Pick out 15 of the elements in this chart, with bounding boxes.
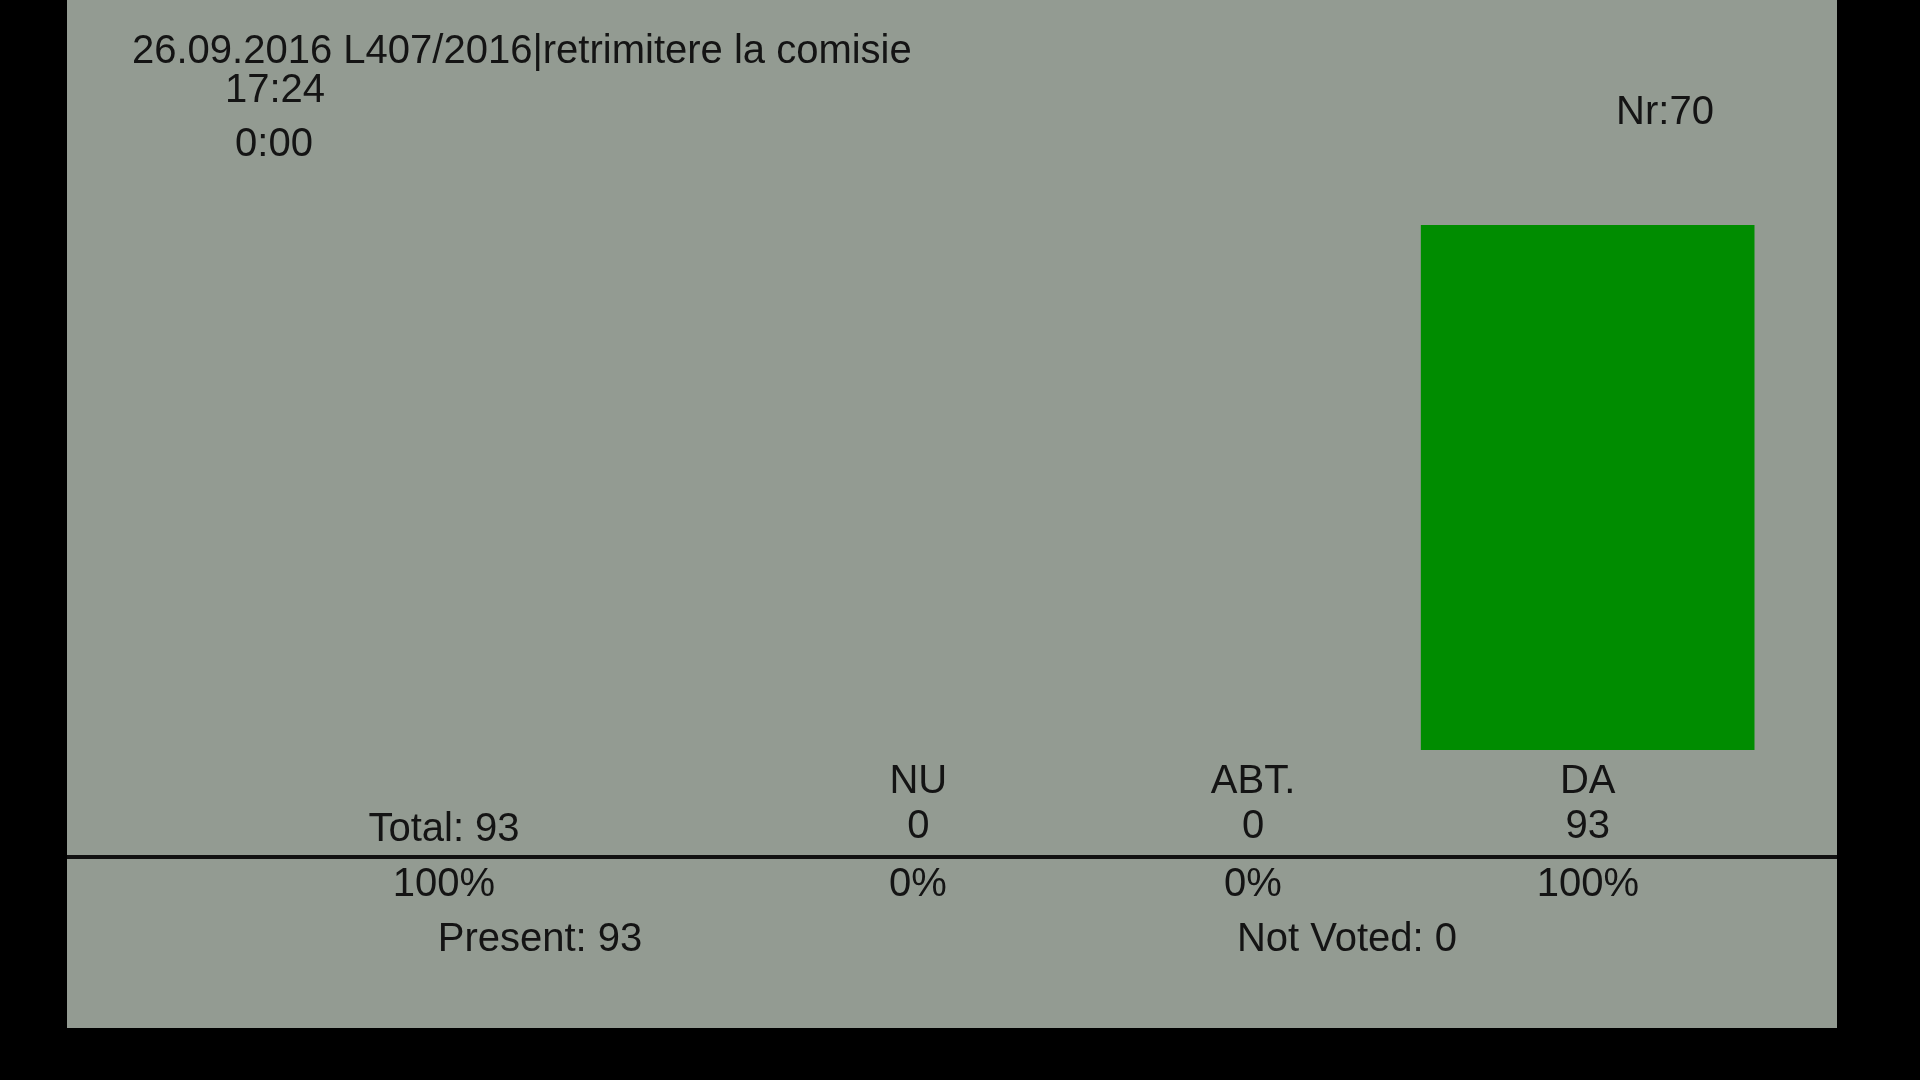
- text: Present: 93: [437, 914, 643, 960]
- data-label: 93: [1565, 802, 1610, 847]
- x-tick-label: ABT.: [1210, 757, 1296, 802]
- x-tick-label: NU: [889, 757, 948, 802]
- text: Not Voted: 0: [1236, 914, 1458, 960]
- text: 0%: [889, 859, 947, 905]
- text: Total: 93: [368, 804, 520, 850]
- text: Nr:70: [1616, 87, 1714, 133]
- text: 100%: [1536, 859, 1640, 905]
- x-tick-label: DA: [1559, 757, 1616, 802]
- data-label: 0: [1241, 802, 1265, 847]
- data-label: 0: [907, 802, 930, 847]
- text: 100%: [392, 859, 496, 905]
- text: 0%: [1224, 859, 1282, 905]
- text: 0:00: [235, 119, 313, 165]
